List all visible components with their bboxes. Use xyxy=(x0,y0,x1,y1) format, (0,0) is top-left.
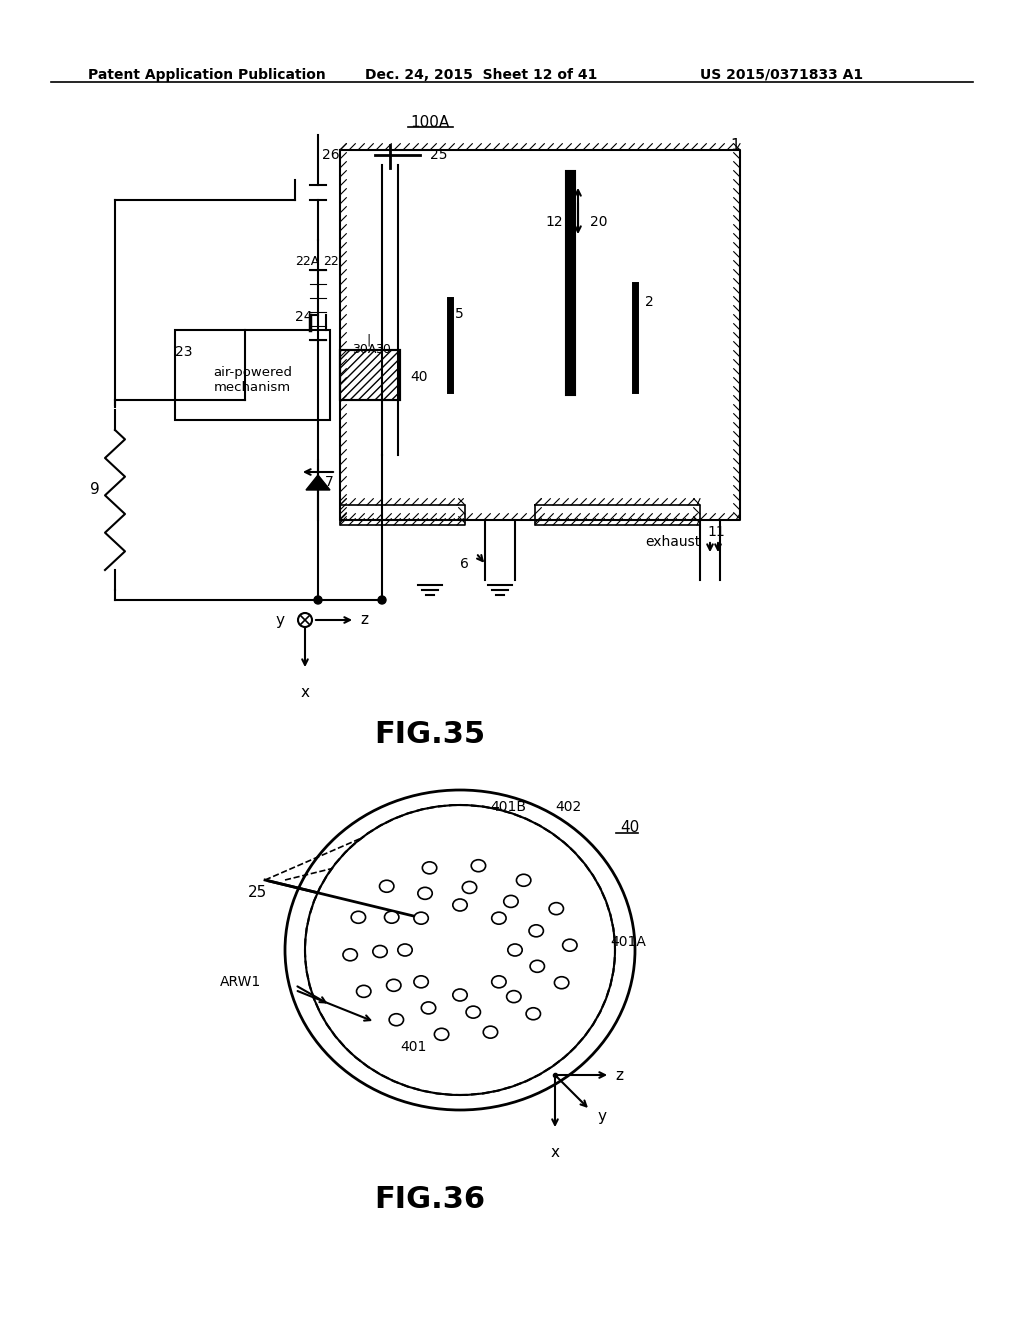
Ellipse shape xyxy=(492,912,506,924)
Ellipse shape xyxy=(483,1026,498,1038)
Text: 26: 26 xyxy=(322,148,340,162)
Circle shape xyxy=(298,612,312,627)
Text: 11: 11 xyxy=(707,525,725,539)
Text: 24: 24 xyxy=(295,310,312,323)
Bar xyxy=(340,350,400,400)
Ellipse shape xyxy=(462,882,477,894)
Text: 5: 5 xyxy=(455,308,464,321)
Text: 20: 20 xyxy=(590,215,607,228)
Text: 2: 2 xyxy=(645,294,653,309)
Text: z: z xyxy=(360,612,368,627)
Bar xyxy=(175,330,330,420)
Ellipse shape xyxy=(414,912,428,924)
Text: air-powered
mechanism: air-powered mechanism xyxy=(213,366,292,393)
Ellipse shape xyxy=(414,975,428,987)
Ellipse shape xyxy=(453,989,467,1001)
Ellipse shape xyxy=(421,1002,435,1014)
Text: 9: 9 xyxy=(90,483,99,498)
Text: 25: 25 xyxy=(248,884,267,900)
Text: 23: 23 xyxy=(175,345,193,359)
Ellipse shape xyxy=(507,990,521,1003)
Text: 6: 6 xyxy=(460,557,469,572)
Text: 401A: 401A xyxy=(610,935,646,949)
Ellipse shape xyxy=(492,975,506,987)
Text: 40: 40 xyxy=(620,820,639,836)
Ellipse shape xyxy=(529,925,544,937)
Text: 22A: 22A xyxy=(295,255,319,268)
Ellipse shape xyxy=(389,1014,403,1026)
Text: FIG.35: FIG.35 xyxy=(375,719,485,748)
Text: 401B: 401B xyxy=(490,800,526,814)
Ellipse shape xyxy=(466,1006,480,1018)
Ellipse shape xyxy=(562,940,578,952)
Ellipse shape xyxy=(422,862,437,874)
Text: US 2015/0371833 A1: US 2015/0371833 A1 xyxy=(700,69,863,82)
Text: 1: 1 xyxy=(730,139,739,153)
Ellipse shape xyxy=(384,911,399,923)
Text: 40: 40 xyxy=(410,370,427,384)
Text: x: x xyxy=(551,1144,559,1160)
Text: 12: 12 xyxy=(545,215,562,228)
Text: exhaust: exhaust xyxy=(645,535,700,549)
Circle shape xyxy=(314,597,322,605)
Text: 30A: 30A xyxy=(352,343,377,356)
Text: 7: 7 xyxy=(325,475,334,488)
Ellipse shape xyxy=(549,903,563,915)
Ellipse shape xyxy=(380,880,394,892)
Circle shape xyxy=(378,597,386,605)
Text: ARW1: ARW1 xyxy=(220,975,261,989)
Text: FIG.36: FIG.36 xyxy=(375,1185,485,1214)
Polygon shape xyxy=(306,475,330,490)
Text: 100A: 100A xyxy=(411,115,450,129)
Text: x: x xyxy=(300,685,309,700)
Ellipse shape xyxy=(471,859,485,871)
Ellipse shape xyxy=(453,899,467,911)
Ellipse shape xyxy=(434,1028,449,1040)
Ellipse shape xyxy=(356,985,371,998)
Ellipse shape xyxy=(397,944,413,956)
Ellipse shape xyxy=(526,1007,541,1020)
Ellipse shape xyxy=(351,911,366,923)
Text: y: y xyxy=(276,612,285,627)
Text: Dec. 24, 2015  Sheet 12 of 41: Dec. 24, 2015 Sheet 12 of 41 xyxy=(365,69,597,82)
Bar xyxy=(340,350,400,400)
Text: 401: 401 xyxy=(400,1040,426,1053)
Text: 402: 402 xyxy=(555,800,582,814)
Text: 25: 25 xyxy=(430,148,447,162)
Ellipse shape xyxy=(554,977,568,989)
Ellipse shape xyxy=(418,887,432,899)
Ellipse shape xyxy=(516,874,530,886)
Text: Patent Application Publication: Patent Application Publication xyxy=(88,69,326,82)
Ellipse shape xyxy=(504,895,518,907)
Text: 30: 30 xyxy=(375,343,391,356)
Ellipse shape xyxy=(386,979,401,991)
Text: |: | xyxy=(366,333,371,346)
Ellipse shape xyxy=(530,961,545,973)
Text: z: z xyxy=(615,1068,623,1082)
Ellipse shape xyxy=(508,944,522,956)
Ellipse shape xyxy=(343,949,357,961)
Text: y: y xyxy=(597,1110,606,1125)
Ellipse shape xyxy=(305,805,615,1096)
Ellipse shape xyxy=(285,789,635,1110)
Text: 22: 22 xyxy=(323,255,339,268)
Ellipse shape xyxy=(373,945,387,957)
